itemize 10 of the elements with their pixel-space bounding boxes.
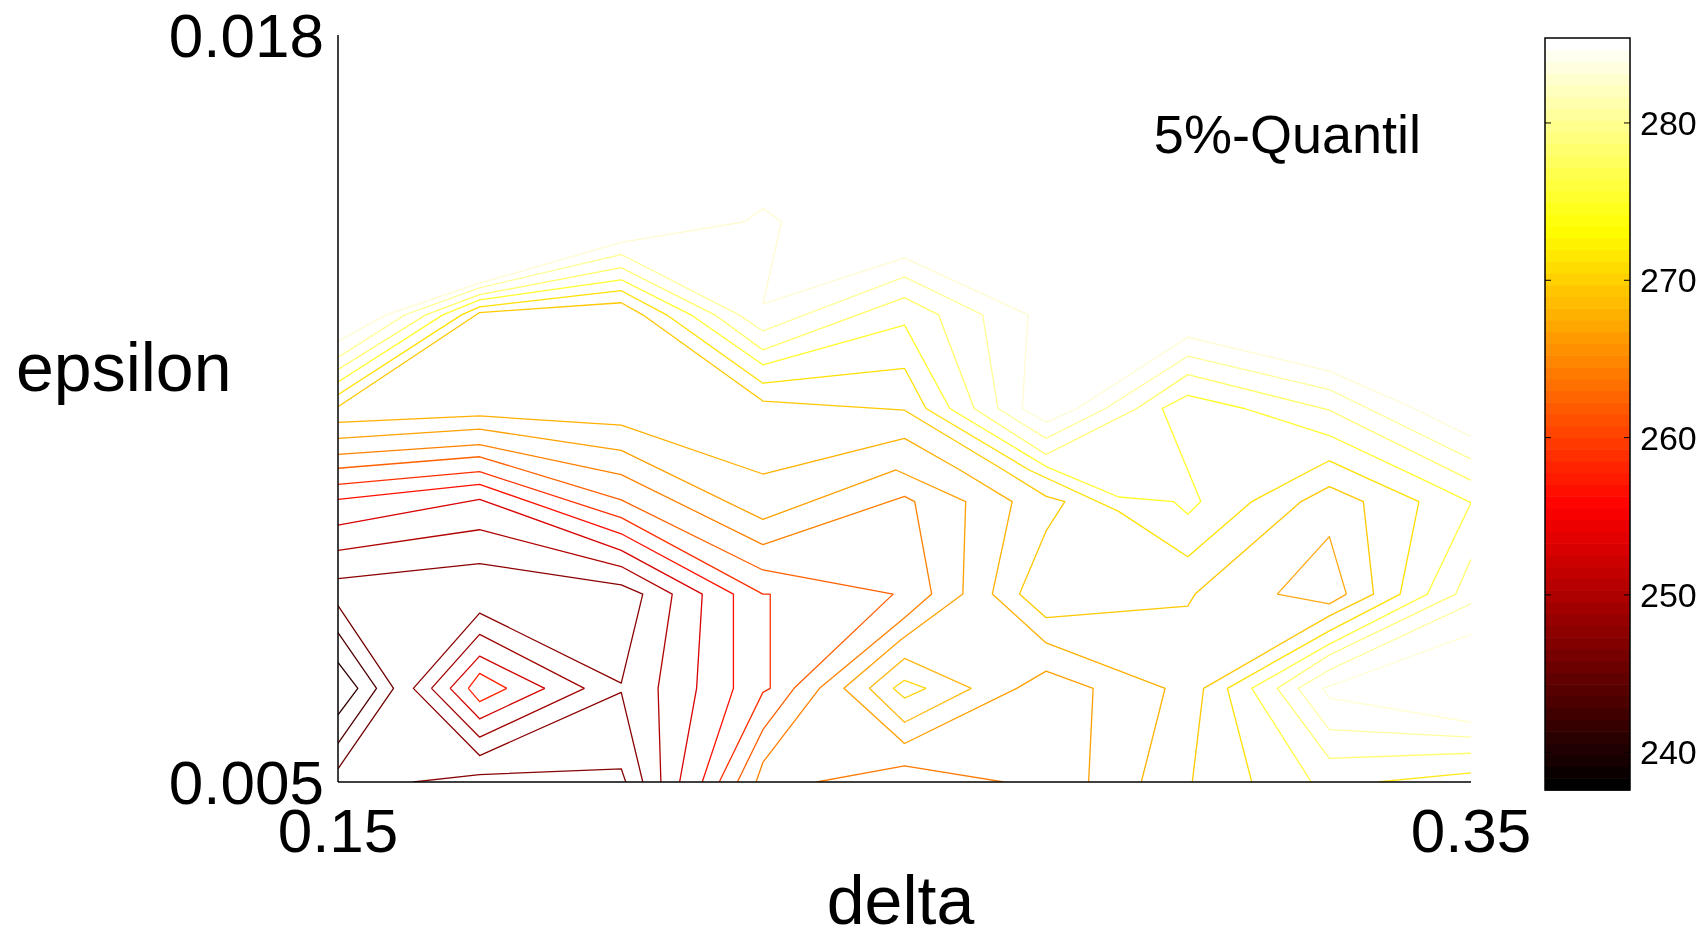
color-bar-label: 280 [1640, 103, 1697, 142]
x-tick-label: 0.35 [1410, 796, 1532, 865]
color-bar-label: 260 [1640, 418, 1697, 457]
color-bar-label: 240 [1640, 733, 1697, 772]
x-axis-title: delta [826, 862, 975, 938]
annotation: 5%-Quantil [1153, 104, 1421, 164]
y-tick-label: 0.018 [168, 1, 324, 70]
color-bar-label: 250 [1640, 575, 1697, 614]
color-bar-label: 270 [1640, 261, 1697, 300]
y-axis-title: epsilon [16, 329, 232, 405]
